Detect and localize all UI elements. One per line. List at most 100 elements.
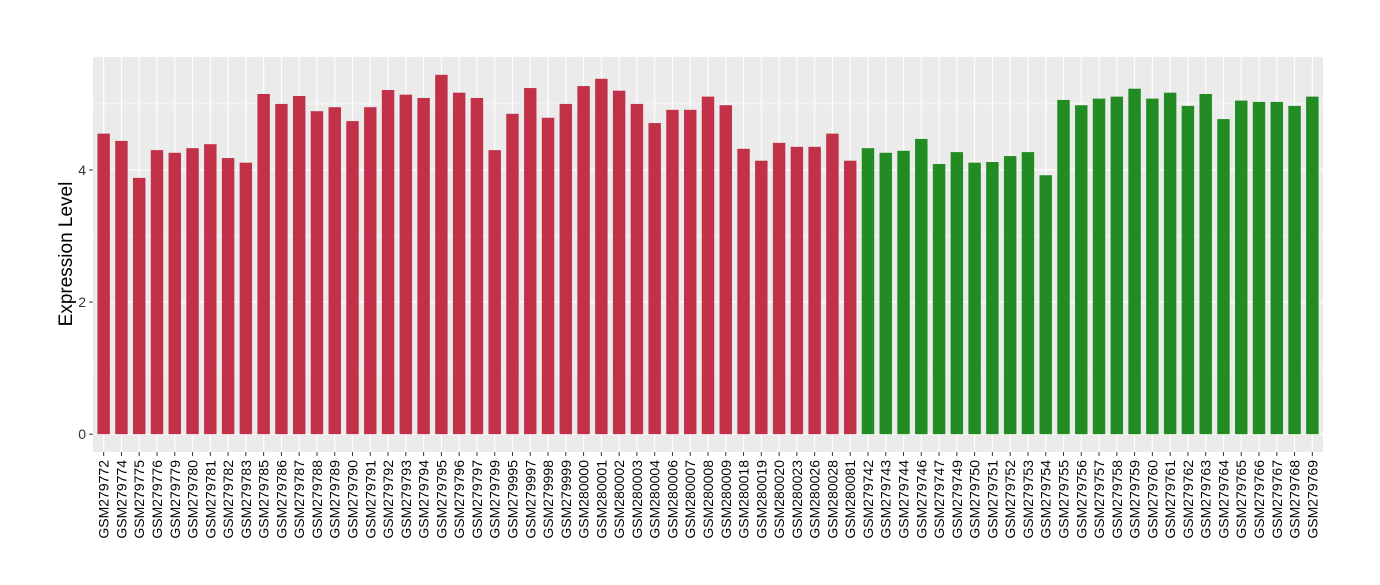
x-tick-label: GSM279772 [96, 460, 112, 539]
x-tick-label: GSM279767 [1269, 460, 1285, 539]
y-tick-label: 2 [78, 294, 86, 310]
x-tick-label: GSM279751 [984, 460, 1000, 539]
x-tick-label: GSM279783 [238, 460, 254, 539]
bar-GSM280009 [719, 105, 732, 435]
x-tick-label: GSM279797 [469, 460, 485, 539]
x-tick-label: GSM279796 [451, 460, 467, 539]
x-tick-label: GSM279753 [1020, 460, 1036, 539]
x-tick-label: GSM279750 [967, 460, 983, 539]
x-tick-label: GSM279791 [362, 460, 378, 539]
bar-GSM280000 [577, 86, 590, 435]
bar-GSM279785 [257, 93, 270, 435]
x-tick-label: GSM280009 [718, 460, 734, 539]
bar-GSM279794 [417, 97, 430, 435]
bar-GSM279775 [132, 177, 146, 435]
bar-GSM279744 [897, 150, 910, 435]
bar-GSM280019 [755, 160, 768, 435]
y-axis: 0 2 4 [78, 162, 93, 442]
x-tick-label: GSM279794 [416, 460, 432, 539]
bar-GSM279743 [879, 152, 892, 435]
x-tick-label: GSM279763 [1198, 460, 1214, 539]
bar-GSM279756 [1075, 105, 1088, 435]
bar-GSM279764 [1217, 119, 1230, 435]
x-tick-label: GSM279769 [1304, 460, 1320, 539]
bar-GSM280028 [826, 133, 839, 435]
x-tick-label: GSM280026 [807, 460, 823, 539]
x-tick-label: GSM279749 [949, 460, 965, 539]
bar-GSM279768 [1288, 105, 1301, 435]
x-tick-label: GSM280028 [824, 460, 840, 539]
x-tick-label: GSM279795 [433, 460, 449, 539]
bar-GSM279760 [1146, 98, 1159, 435]
x-tick-label: GSM280003 [629, 460, 645, 539]
bar-GSM279752 [1003, 156, 1017, 435]
bar-GSM279763 [1199, 93, 1212, 435]
x-tick-label: GSM280019 [753, 460, 769, 539]
bar-GSM279772 [97, 133, 110, 435]
bar-GSM279747 [932, 164, 946, 435]
x-axis: GSM279772 GSM279774 GSM279775 GSM279776 GSM2… [96, 452, 1320, 539]
y-tick-label: 0 [78, 426, 86, 442]
x-tick-label: GSM279776 [149, 460, 165, 539]
bar-GSM279783 [239, 162, 253, 435]
x-tick-label: GSM279789 [327, 460, 343, 539]
bar-GSM279742 [861, 148, 875, 435]
x-tick-label: GSM280023 [789, 460, 805, 539]
x-tick-label: GSM279768 [1287, 460, 1303, 539]
bar-GSM280023 [790, 146, 804, 435]
bar-GSM279796 [452, 92, 466, 435]
x-tick-label: GSM280006 [664, 460, 680, 539]
bar-GSM279792 [381, 90, 395, 435]
bar-GSM279795 [435, 74, 448, 435]
x-tick-label: GSM279757 [1091, 460, 1107, 539]
x-tick-label: GSM279793 [398, 460, 414, 539]
x-tick-label: GSM279761 [1162, 460, 1178, 539]
bar-GSM279761 [1163, 92, 1177, 435]
bar-GSM280020 [772, 142, 786, 435]
x-tick-label: GSM279758 [1109, 460, 1125, 539]
x-tick-label: GSM279743 [878, 460, 894, 539]
bar-GSM279765 [1235, 100, 1248, 435]
x-tick-label: GSM279744 [896, 460, 912, 539]
x-tick-label: GSM279785 [256, 460, 272, 539]
bar-GSM279782 [221, 158, 235, 435]
bar-GSM279757 [1092, 98, 1106, 435]
bar-GSM279786 [275, 103, 288, 435]
x-tick-label: GSM279742 [860, 460, 876, 539]
bar-GSM280006 [666, 109, 679, 435]
x-tick-label: GSM279755 [1055, 460, 1071, 539]
bar-GSM279799 [488, 150, 501, 435]
bar-GSM280001 [595, 78, 608, 435]
x-tick-label: GSM279781 [202, 460, 218, 539]
x-tick-label: GSM280008 [700, 460, 716, 539]
x-tick-label: GSM279792 [380, 460, 396, 539]
x-tick-label: GSM280004 [647, 460, 663, 539]
bar-GSM279774 [115, 140, 128, 435]
x-tick-label: GSM279762 [1180, 460, 1196, 539]
x-tick-label: GSM279764 [1215, 460, 1231, 539]
x-tick-label: GSM279766 [1251, 460, 1267, 539]
bar-GSM279766 [1252, 101, 1266, 435]
bar-GSM279787 [292, 95, 306, 435]
bar-GSM279779 [168, 152, 181, 435]
x-tick-label: GSM279747 [931, 460, 947, 539]
x-tick-label: GSM279746 [913, 460, 929, 539]
bar-GSM279767 [1270, 101, 1284, 435]
bar-GSM279995 [506, 113, 519, 435]
x-tick-label: GSM280001 [593, 460, 609, 539]
bar-GSM279781 [204, 144, 217, 435]
bar-GSM279750 [968, 162, 981, 435]
x-tick-label: GSM279780 [185, 460, 201, 539]
bar-GSM279776 [150, 150, 164, 435]
bar-GSM279769 [1306, 96, 1319, 435]
bar-GSM279793 [399, 94, 413, 435]
bar-GSM279755 [1057, 99, 1070, 435]
x-tick-label: GSM280002 [611, 460, 627, 539]
bar-GSM279790 [346, 121, 359, 435]
bar-GSM279791 [364, 107, 377, 435]
x-tick-label: GSM279765 [1233, 460, 1249, 539]
bar-GSM279754 [1039, 175, 1052, 435]
x-tick-label: GSM279752 [1002, 460, 1018, 539]
x-tick-label: GSM279775 [131, 460, 147, 539]
